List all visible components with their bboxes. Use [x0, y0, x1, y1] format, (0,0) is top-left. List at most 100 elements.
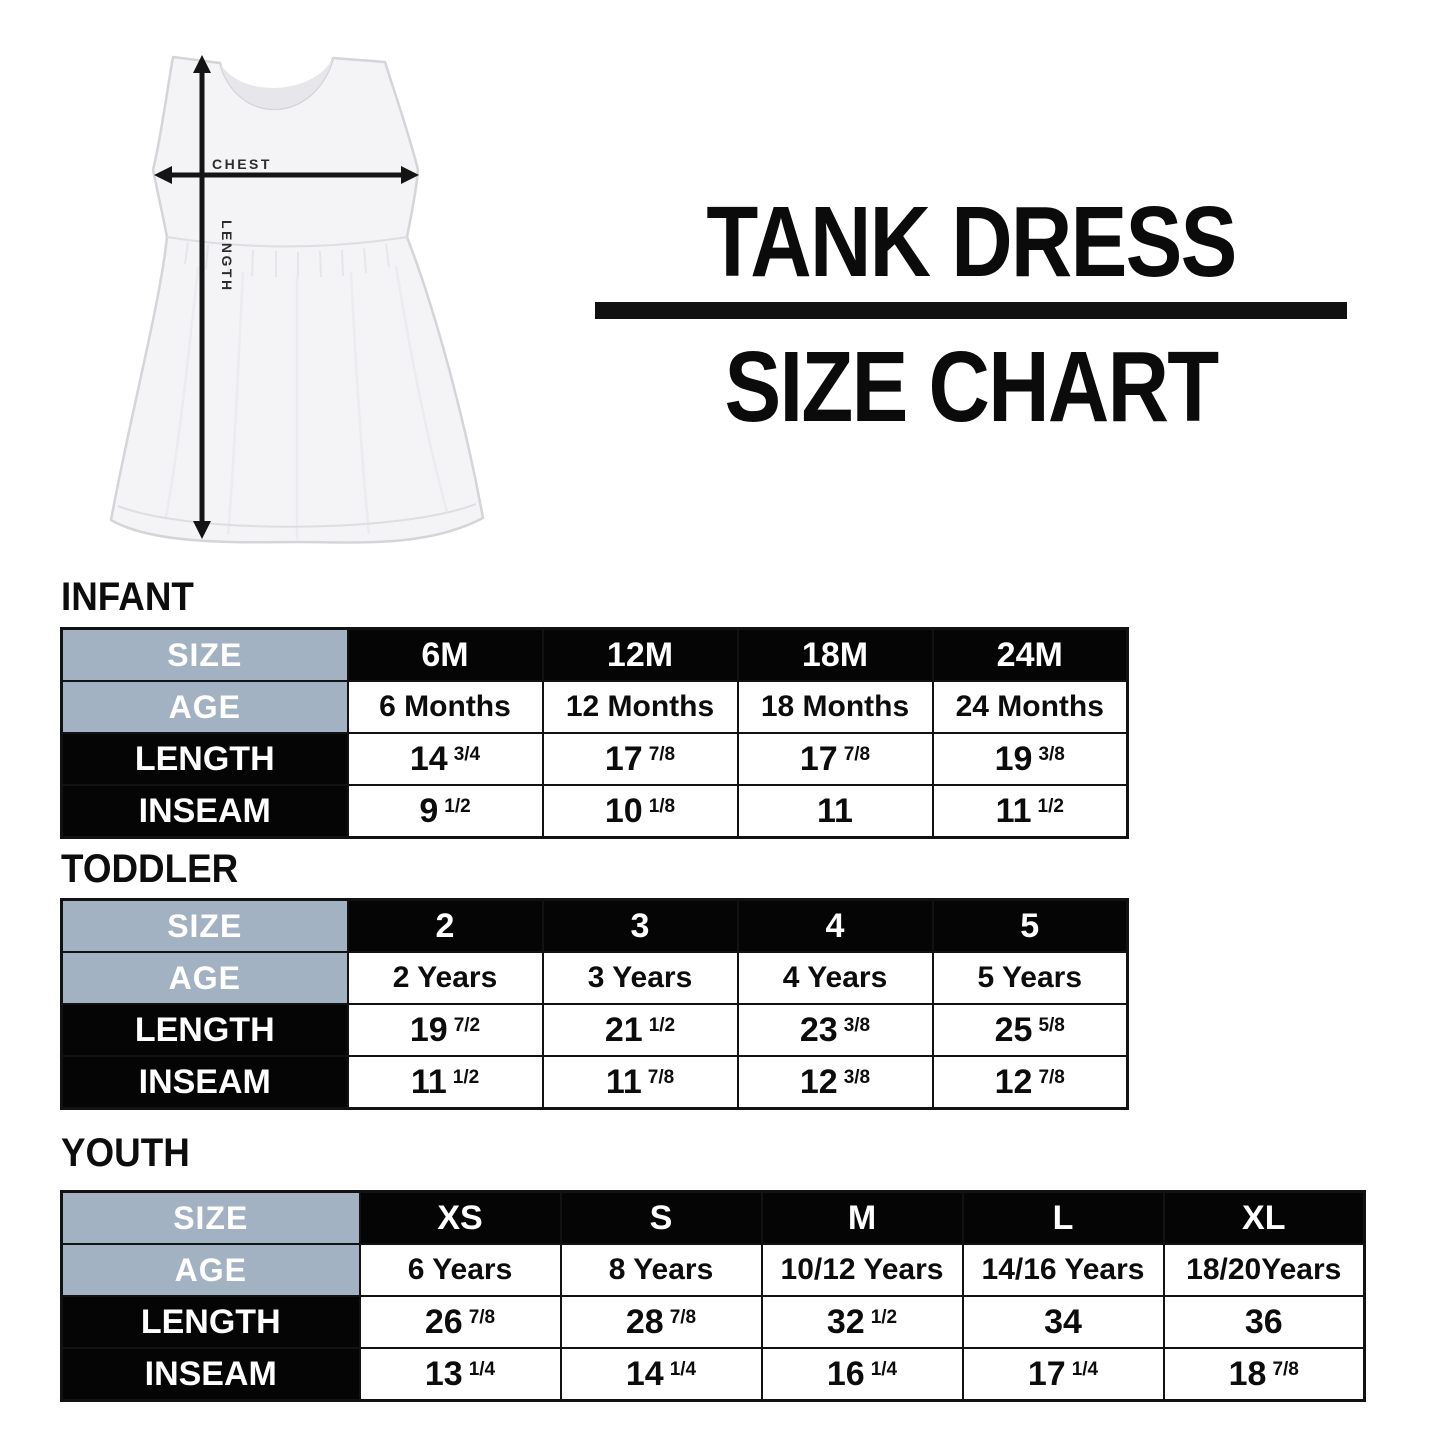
size-row: SIZE 6M 12M 18M 24M	[60, 627, 1129, 682]
measure-whole: 12	[994, 1062, 1033, 1101]
age-value-cell: 10/12 Years	[760, 1243, 964, 1297]
measure-fraction: 3/8	[843, 1066, 871, 1088]
age-value-cell: 6 Months	[346, 680, 544, 734]
length-value-cell: 23 3/8	[736, 1003, 934, 1057]
size-row-label: SIZE	[60, 898, 349, 953]
measure-whole: 14	[409, 739, 448, 778]
measure-whole: 16	[826, 1354, 865, 1393]
title-block: TANK DRESS SIZE CHART	[595, 190, 1347, 439]
measure-whole: 9	[419, 791, 439, 830]
inseam-row-label: INSEAM	[60, 784, 349, 839]
inseam-value-cell: 10 1/8	[541, 784, 739, 839]
measure-fraction: 7/8	[843, 743, 871, 765]
measure-whole: 26	[424, 1302, 463, 1341]
measure-fraction: 3/8	[843, 1014, 871, 1036]
measure-whole: 13	[424, 1354, 463, 1393]
age-value-cell: 18 Months	[736, 680, 934, 734]
measure-fraction: 1/4	[669, 1358, 697, 1380]
measure-whole: 28	[625, 1302, 664, 1341]
age-value-cell: 14/16 Years	[961, 1243, 1165, 1297]
age-value-cell: 5 Years	[931, 951, 1129, 1005]
measure-whole: 21	[604, 1010, 643, 1049]
age-row: AGE 2 Years 3 Years 4 Years 5 Years	[60, 951, 1129, 1005]
toddler-size-table-host: SIZE 2 3 4 5 AGE 2 Years 3 Years 4 Years 5 Years L…	[60, 898, 1129, 1110]
length-label: LENGTH	[219, 220, 235, 293]
size-value-cell: 18M	[736, 627, 934, 682]
size-value-cell: 12M	[541, 627, 739, 682]
measure-whole: 18	[1228, 1354, 1267, 1393]
infant-size-table: SIZE 6M 12M 18M 24M AGE 6 Months 12 Months 18 Mo…	[60, 627, 1129, 839]
size-value-cell: 3	[541, 898, 739, 953]
measure-whole: 11	[605, 1062, 642, 1101]
measure-fraction: 3/8	[1038, 743, 1065, 765]
measure-fraction: 7/8	[669, 1306, 697, 1328]
youth-size-table: SIZE XS S M L XL AGE 6 Years 8 Years 10/12 Years 1…	[60, 1190, 1366, 1402]
measure-whole: 12	[799, 1062, 838, 1101]
youth-size-table-host: SIZE XS S M L XL AGE 6 Years 8 Years 10/12 Years 1…	[60, 1190, 1366, 1402]
measure-whole: 17	[604, 739, 643, 778]
youth-section-heading: YOUTH	[61, 1131, 190, 1175]
size-value-cell: XL	[1162, 1190, 1366, 1245]
age-row: AGE 6 Years 8 Years 10/12 Years 14/16 Years 1…	[60, 1243, 1366, 1297]
waist-seam	[166, 236, 408, 248]
measure-whole: 32	[826, 1302, 865, 1341]
measure-whole: 11	[995, 791, 1032, 830]
measure-whole: 11	[817, 791, 853, 830]
inseam-value-cell: 11 1/2	[346, 1055, 544, 1110]
arrow-head-left	[154, 166, 172, 184]
inseam-value-cell: 12 7/8	[931, 1055, 1129, 1110]
age-value-cell: 6 Years	[358, 1243, 562, 1297]
length-value-cell: 28 7/8	[559, 1295, 763, 1349]
length-row: LENGTH 14 3/4 17 7/8 17 7/8 19 3/8	[60, 732, 1129, 786]
measure-fraction: 1/4	[870, 1358, 898, 1380]
size-value-cell: L	[961, 1190, 1165, 1245]
measure-fraction: 3/4	[453, 743, 481, 765]
inseam-row: INSEAM 9 1/2 10 1/8 11 11 1/2	[60, 784, 1129, 839]
inseam-value-cell: 11	[736, 784, 934, 839]
length-row-label: LENGTH	[60, 1003, 349, 1057]
age-value-cell: 4 Years	[736, 951, 934, 1005]
measure-whole: 36	[1244, 1302, 1283, 1341]
age-value-cell: 2 Years	[346, 951, 544, 1005]
measure-fraction: 1/8	[648, 795, 676, 817]
chart-title: SIZE CHART	[724, 331, 1220, 443]
infant-size-table-host: SIZE 6M 12M 18M 24M AGE 6 Months 12 Months 18 Mo…	[60, 627, 1129, 839]
length-measure-arrow	[193, 55, 211, 539]
length-value-cell: 17 7/8	[736, 732, 934, 786]
arrow-head-down	[193, 521, 211, 539]
inseam-row-label: INSEAM	[60, 1347, 361, 1402]
hem-band-line	[117, 503, 477, 528]
neckline-inner	[220, 58, 333, 109]
age-value-cell: 18/20Years	[1162, 1243, 1366, 1297]
arrow-head-up	[193, 55, 211, 73]
inseam-value-cell: 16 1/4	[760, 1347, 964, 1402]
size-value-cell: 24M	[931, 627, 1129, 682]
length-value-cell: 25 5/8	[931, 1003, 1129, 1057]
inseam-value-cell: 11 7/8	[541, 1055, 739, 1110]
measure-fraction: 7/8	[648, 743, 676, 765]
age-row-label: AGE	[60, 680, 349, 734]
inseam-value-cell: 12 3/8	[736, 1055, 934, 1110]
measure-whole: 17	[799, 739, 838, 778]
length-value-cell: 19 3/8	[931, 732, 1129, 786]
inseam-value-cell: 17 1/4	[961, 1347, 1165, 1402]
measure-whole: 10	[604, 791, 643, 830]
measure-fraction: 1/2	[870, 1306, 898, 1328]
age-row-label: AGE	[60, 951, 349, 1005]
product-title: TANK DRESS	[706, 186, 1237, 298]
measure-whole: 17	[1027, 1354, 1066, 1393]
age-value-cell: 24 Months	[931, 680, 1129, 734]
measure-fraction: 5/8	[1038, 1014, 1065, 1036]
waist-gather-lines	[184, 241, 390, 278]
size-value-cell: XS	[358, 1190, 562, 1245]
length-value-cell: 36	[1162, 1295, 1366, 1349]
arrow-head-right	[401, 166, 419, 184]
title-divider	[595, 302, 1347, 319]
length-value-cell: 26 7/8	[358, 1295, 562, 1349]
size-value-cell: 4	[736, 898, 934, 953]
measure-fraction: 7/8	[1272, 1358, 1299, 1380]
inseam-value-cell: 9 1/2	[346, 784, 544, 839]
chest-measure-arrow	[154, 166, 419, 184]
measure-whole: 19	[409, 1010, 448, 1049]
